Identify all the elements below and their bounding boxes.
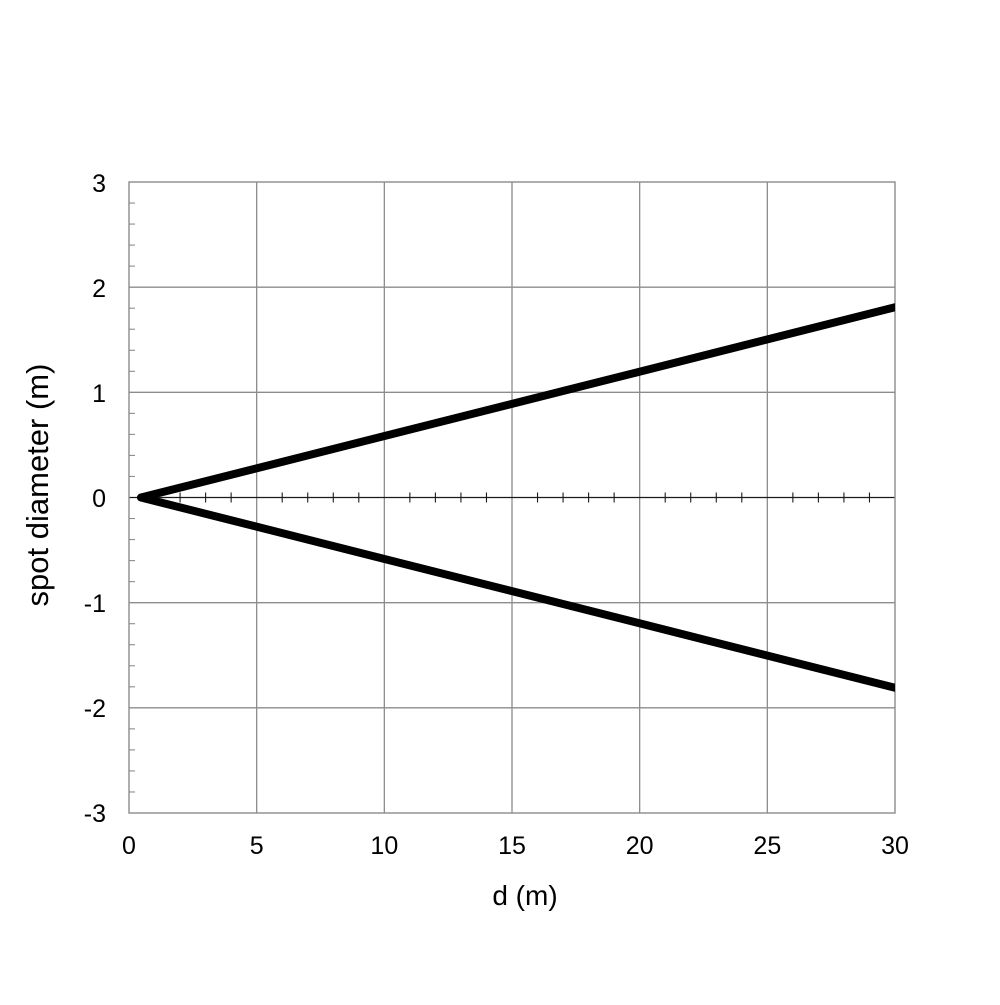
svg-text:30: 30 — [881, 832, 909, 860]
svg-text:1: 1 — [92, 380, 106, 408]
svg-text:3: 3 — [92, 170, 106, 198]
svg-text:15: 15 — [498, 832, 526, 860]
svg-text:-1: -1 — [84, 590, 106, 618]
svg-text:0: 0 — [92, 485, 106, 513]
svg-text:spot diameter (m): spot diameter (m) — [20, 364, 55, 607]
svg-text:20: 20 — [626, 832, 654, 860]
svg-text:10: 10 — [370, 832, 398, 860]
svg-text:d (m): d (m) — [492, 880, 557, 911]
svg-text:5: 5 — [250, 832, 264, 860]
svg-text:-2: -2 — [84, 695, 106, 723]
svg-text:0: 0 — [122, 832, 136, 860]
svg-text:-3: -3 — [84, 800, 106, 828]
svg-text:2: 2 — [92, 275, 106, 303]
svg-text:25: 25 — [753, 832, 781, 860]
